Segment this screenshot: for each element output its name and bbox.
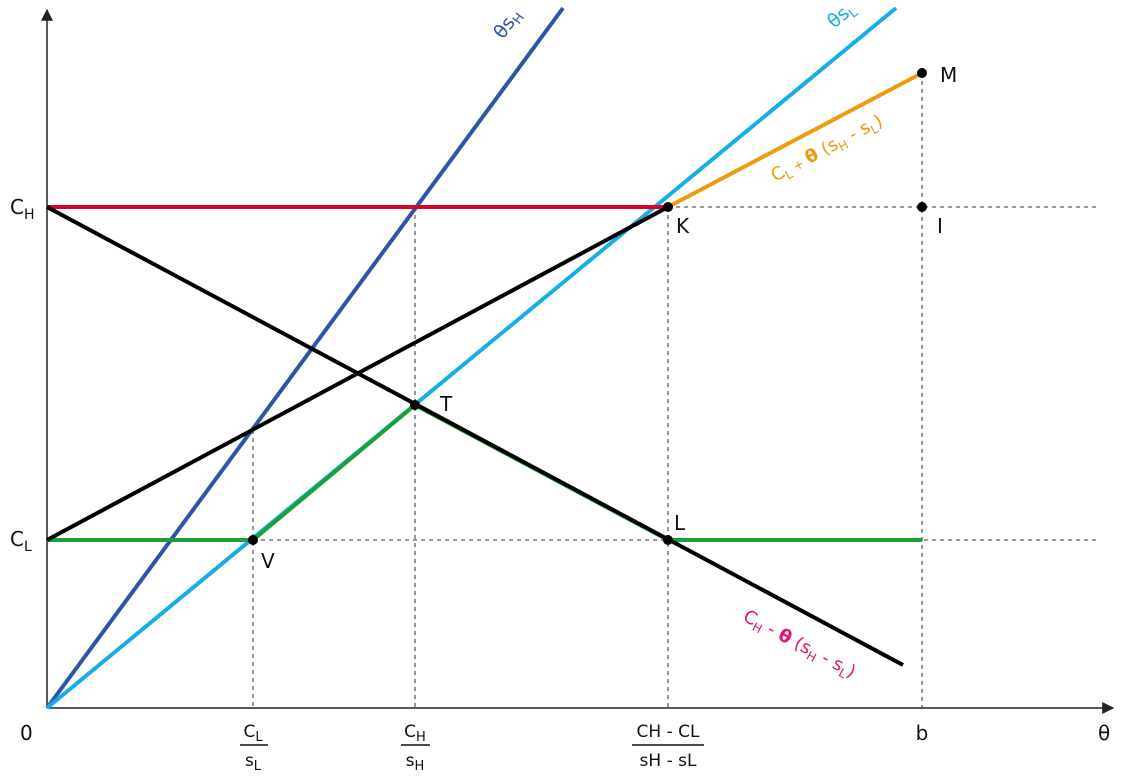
- x-tick-K-theta-denominator: sH - sL: [640, 751, 697, 771]
- points: [248, 68, 927, 545]
- x-tick-K-theta-numerator: CH - CL: [637, 722, 700, 742]
- x-tick-CH-over-sH: CH sH: [401, 722, 430, 774]
- theta-sH-label: θsH: [489, 5, 528, 45]
- x-tick-CH-over-sH-numerator: CH: [404, 722, 426, 745]
- label-I: I: [937, 214, 943, 238]
- point-L: [663, 535, 673, 545]
- y-tick-CL: CL: [10, 527, 32, 555]
- label-T: T: [439, 392, 453, 416]
- pink-line-label: CH - θ (sH - sL): [739, 606, 859, 685]
- y-tick-CH-sub: H: [24, 207, 35, 223]
- x-axis-label: θ: [1098, 721, 1110, 745]
- y-tick-CL-sub: L: [24, 539, 32, 555]
- x-tick-CH-over-sH-denominator: sH: [406, 751, 425, 774]
- x-tick-CL-over-sL-denominator: sL: [245, 751, 262, 774]
- y-tick-CH-base: C: [10, 195, 24, 219]
- label-L: L: [674, 511, 686, 535]
- orange-line: [667, 71, 923, 209]
- x-tick-b: b: [916, 721, 929, 745]
- guide-lines: [252, 73, 1100, 708]
- black-CH-decreasing-line: [46, 205, 904, 667]
- point-I: [917, 202, 927, 212]
- theta-sL-line: [45, 6, 898, 710]
- x-tick-CL-over-sL: CL sL: [240, 722, 268, 774]
- x-tick-K-theta: CH - CL sH - sL: [632, 722, 704, 771]
- label-M: M: [940, 63, 957, 87]
- green-path: [47, 402, 922, 542]
- point-M: [917, 68, 927, 78]
- y-tick-CL-base: C: [10, 527, 24, 551]
- y-tick-CH: CH: [10, 195, 35, 223]
- label-K: K: [676, 214, 690, 238]
- theta-sL-label: θsL: [823, 0, 862, 35]
- origin-label: 0: [20, 721, 33, 745]
- point-V: [248, 535, 258, 545]
- x-tick-CL-over-sL-numerator: CL: [243, 722, 263, 745]
- label-V: V: [261, 549, 275, 573]
- theta-sH-line: [45, 6, 565, 710]
- point-K: [663, 202, 673, 212]
- point-T: [410, 400, 420, 410]
